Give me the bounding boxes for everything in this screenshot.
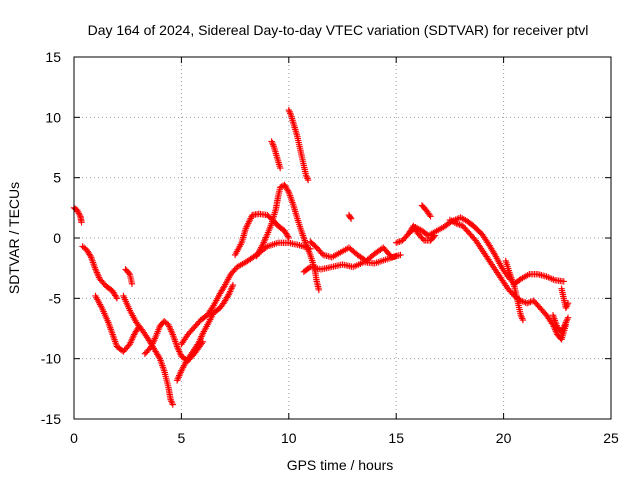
- data-point: [419, 235, 427, 243]
- data-point: [87, 252, 94, 260]
- series-sat-l: [285, 106, 312, 184]
- data-point: [284, 187, 292, 194]
- data-point: [518, 313, 525, 321]
- x-tick-label: 0: [70, 430, 78, 446]
- y-tick-label: 0: [53, 230, 61, 246]
- data-point: [564, 299, 572, 307]
- data-point: [277, 164, 284, 172]
- data-point: [285, 234, 292, 242]
- series-sat-r: [418, 202, 434, 220]
- data-point: [490, 250, 498, 257]
- data-point: [519, 316, 527, 324]
- series-sat-p: [393, 214, 567, 288]
- data-point: [431, 232, 439, 239]
- data-point: [78, 219, 85, 226]
- y-tick-labels: -15 -10 -5 0 5 10 15: [41, 49, 61, 427]
- data-point: [315, 286, 323, 294]
- x-axis-title: GPS time / hours: [287, 457, 394, 473]
- data-point: [560, 278, 567, 285]
- data-point: [303, 173, 310, 181]
- series-sat-g: [173, 281, 237, 384]
- series-sat-f: [141, 318, 207, 365]
- x-tick-label: 10: [281, 430, 297, 446]
- data-point: [224, 292, 231, 300]
- y-tick-label: 15: [45, 49, 61, 65]
- x-tick-label: 25: [603, 430, 619, 446]
- series-sat-t: [502, 257, 527, 324]
- y-tick-label: 10: [45, 109, 61, 125]
- data-point: [426, 211, 433, 218]
- data-point: [393, 252, 400, 260]
- series-sat-v: [549, 312, 572, 336]
- data-point: [427, 213, 434, 220]
- grid-layer: [74, 57, 611, 419]
- series-sat-k: [268, 138, 284, 172]
- series-sat-m: [307, 238, 404, 265]
- data-point: [397, 251, 404, 259]
- series-sat-d: [122, 266, 136, 288]
- x-tick-label: 20: [496, 430, 512, 446]
- data-point: [169, 401, 177, 408]
- y-tick-label: -15: [41, 411, 61, 427]
- data-point: [155, 354, 163, 361]
- series-sat-o: [345, 211, 355, 222]
- data-point: [564, 314, 572, 321]
- data-point: [347, 214, 354, 221]
- series-sat-e: [120, 292, 177, 408]
- series-sat-n: [300, 252, 400, 275]
- data-point: [128, 280, 136, 288]
- series-sat-h: [178, 239, 314, 348]
- x-tick-labels: 0 5 10 15 20 25: [70, 430, 619, 446]
- data-point: [112, 293, 120, 301]
- data-point: [113, 295, 121, 302]
- y-tick-label: -10: [41, 351, 61, 367]
- x-tick-label: 5: [178, 430, 186, 446]
- y-tick-label: -5: [49, 290, 62, 306]
- data-point: [76, 211, 83, 218]
- series-sat-u: [558, 285, 572, 312]
- y-axis-title: SDTVAR / TECUs: [6, 182, 22, 294]
- data-point: [125, 269, 132, 277]
- series-sat-b: [79, 243, 121, 302]
- series-sat-a: [70, 204, 85, 226]
- data-point: [347, 215, 355, 222]
- data-point: [284, 233, 292, 240]
- data-point: [229, 281, 237, 289]
- series-sat-q: [405, 222, 439, 244]
- chart-title: Day 164 of 2024, Sidereal Day-to-day VTE…: [88, 22, 589, 38]
- series-sat-c: [92, 292, 142, 355]
- ticks-layer: [73, 56, 612, 420]
- data-point: [304, 176, 312, 184]
- y-tick-label: 5: [53, 170, 61, 186]
- data-points-layer: [70, 106, 572, 408]
- data-point: [168, 398, 175, 405]
- data-point: [430, 233, 437, 240]
- x-tick-label: 15: [388, 430, 404, 446]
